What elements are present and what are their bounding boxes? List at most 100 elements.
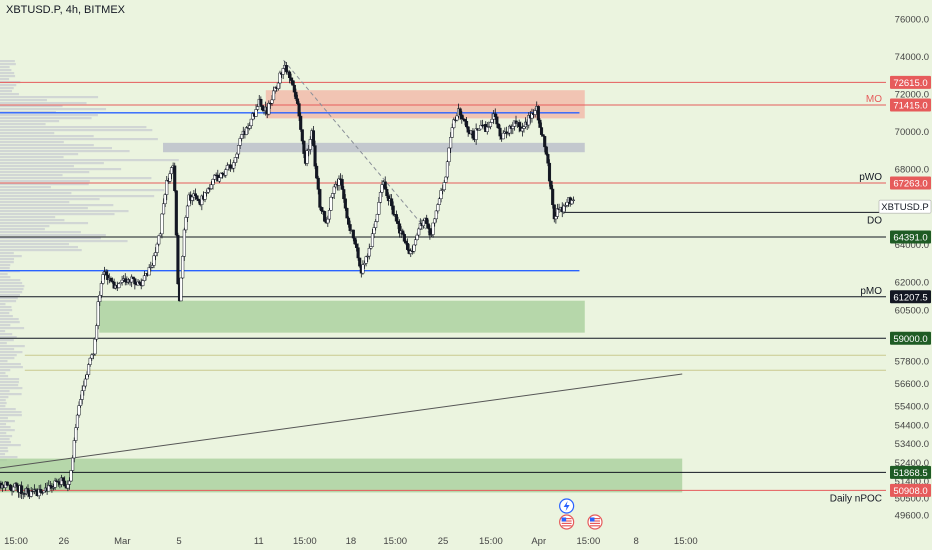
volume-profile-bar: [0, 162, 104, 165]
volume-profile-bar: [0, 150, 130, 153]
volume-profile-bar: [0, 153, 79, 156]
us-flag-event-icon[interactable]: [587, 514, 603, 530]
volume-profile-bar: [0, 252, 14, 255]
candle-body: [543, 136, 547, 148]
price-axis[interactable]: 76000.074000.072000.070000.068000.066006…: [878, 0, 932, 530]
price-tick-label: 72000.0: [895, 89, 929, 100]
candle-body: [87, 364, 91, 375]
candle-body: [79, 399, 83, 406]
level-annotation: DO: [867, 215, 882, 226]
candle-body: [522, 126, 526, 129]
candle-body: [248, 125, 252, 129]
candle-body: [455, 115, 459, 121]
candle-body: [538, 119, 542, 128]
volume-profile-bar: [0, 171, 90, 174]
lightning-event-icon[interactable]: [559, 498, 575, 514]
candle-body: [571, 199, 575, 201]
candle-body: [396, 220, 400, 225]
candle-body: [278, 72, 282, 84]
volume-profile-bar: [0, 348, 15, 351]
candle-body: [181, 256, 185, 279]
volume-profile-bar: [0, 60, 15, 63]
candle-body: [195, 195, 199, 200]
candle-body: [552, 204, 556, 220]
candle-body: [225, 164, 229, 170]
candle-body: [372, 227, 376, 234]
candle-body: [444, 176, 448, 183]
candle-body: [356, 247, 360, 259]
volume-profile-bar: [0, 258, 15, 261]
candle-body: [287, 71, 292, 79]
lightning-glyph: [563, 501, 570, 511]
price-tag: [878, 199, 932, 214]
candle-body: [390, 198, 394, 207]
candle-body: [431, 222, 435, 235]
candle-body: [26, 488, 30, 493]
candle-body: [93, 338, 97, 355]
volume-profile-bar: [0, 180, 90, 183]
candle-body: [496, 123, 501, 129]
time-axis[interactable]: 15:00 26 Mar 5 11 15:00 18 15:00 25 15:00 Apr 15:00…: [0, 530, 932, 550]
volume-profile-bar: [0, 303, 6, 306]
volume-profile-bar: [0, 423, 7, 426]
volume-profile-bar: [0, 234, 106, 237]
candle-body: [289, 77, 293, 81]
volume-profile-bar: [0, 267, 10, 270]
candle-body: [434, 210, 438, 220]
candle-body: [374, 221, 378, 228]
candle-body: [228, 164, 233, 169]
candle-body: [318, 189, 322, 208]
candle-body: [66, 484, 70, 489]
flag-canton: [561, 517, 567, 522]
volume-profile-bar: [0, 399, 6, 402]
candle-body: [511, 126, 515, 129]
candle-body: [402, 234, 406, 242]
candle-body: [209, 184, 213, 189]
candle-body: [447, 147, 451, 162]
candle-body: [342, 189, 346, 200]
candle-body: [367, 247, 371, 257]
candle-body: [82, 385, 86, 391]
candle-body: [549, 180, 553, 190]
volume-profile-bar: [0, 99, 47, 102]
candle-body: [562, 205, 566, 213]
volume-profile-bar: [0, 285, 25, 288]
candle-body: [406, 243, 410, 250]
volume-profile-bar: [0, 288, 24, 291]
volume-profile-bar: [0, 363, 21, 366]
event-icons[interactable]: [559, 498, 603, 530]
candle-body: [295, 98, 300, 104]
candle-body: [302, 140, 306, 154]
candle-body: [490, 118, 494, 123]
candle-body: [351, 229, 355, 239]
candle-body: [158, 233, 162, 237]
volume-profile-bar: [0, 387, 23, 390]
candle-body: [361, 264, 365, 274]
time-tick-label: Apr: [531, 536, 546, 547]
candle-body: [433, 218, 437, 224]
candle-body: [377, 202, 381, 215]
price-tick-label: 56600.0: [895, 379, 929, 390]
volume-profile-bar: [0, 210, 129, 213]
candle-body: [272, 90, 276, 101]
price-tag-label: 51868.5: [893, 468, 927, 479]
candle-body: [120, 279, 124, 283]
flag-canton: [589, 517, 595, 522]
flag-stripe: [561, 525, 572, 527]
candle-body: [77, 405, 81, 416]
price-tag: [890, 230, 931, 244]
volume-profile-bar: [0, 306, 12, 309]
volume-profile-bar: [0, 357, 15, 360]
us-flag-event-icon[interactable]: [559, 514, 575, 530]
candle-body: [378, 192, 382, 203]
volume-profile-bar: [0, 408, 16, 411]
volume-profile-bar: [0, 198, 100, 201]
price-tag-label: 50908.0: [893, 486, 927, 497]
volume-profile-bar: [0, 435, 13, 438]
volume-profile-bar: [0, 204, 114, 207]
volume-profile-bar: [0, 279, 21, 282]
volume-profile-bar: [0, 90, 12, 93]
candle-body: [348, 224, 352, 231]
time-tick-label: 8: [634, 536, 639, 547]
